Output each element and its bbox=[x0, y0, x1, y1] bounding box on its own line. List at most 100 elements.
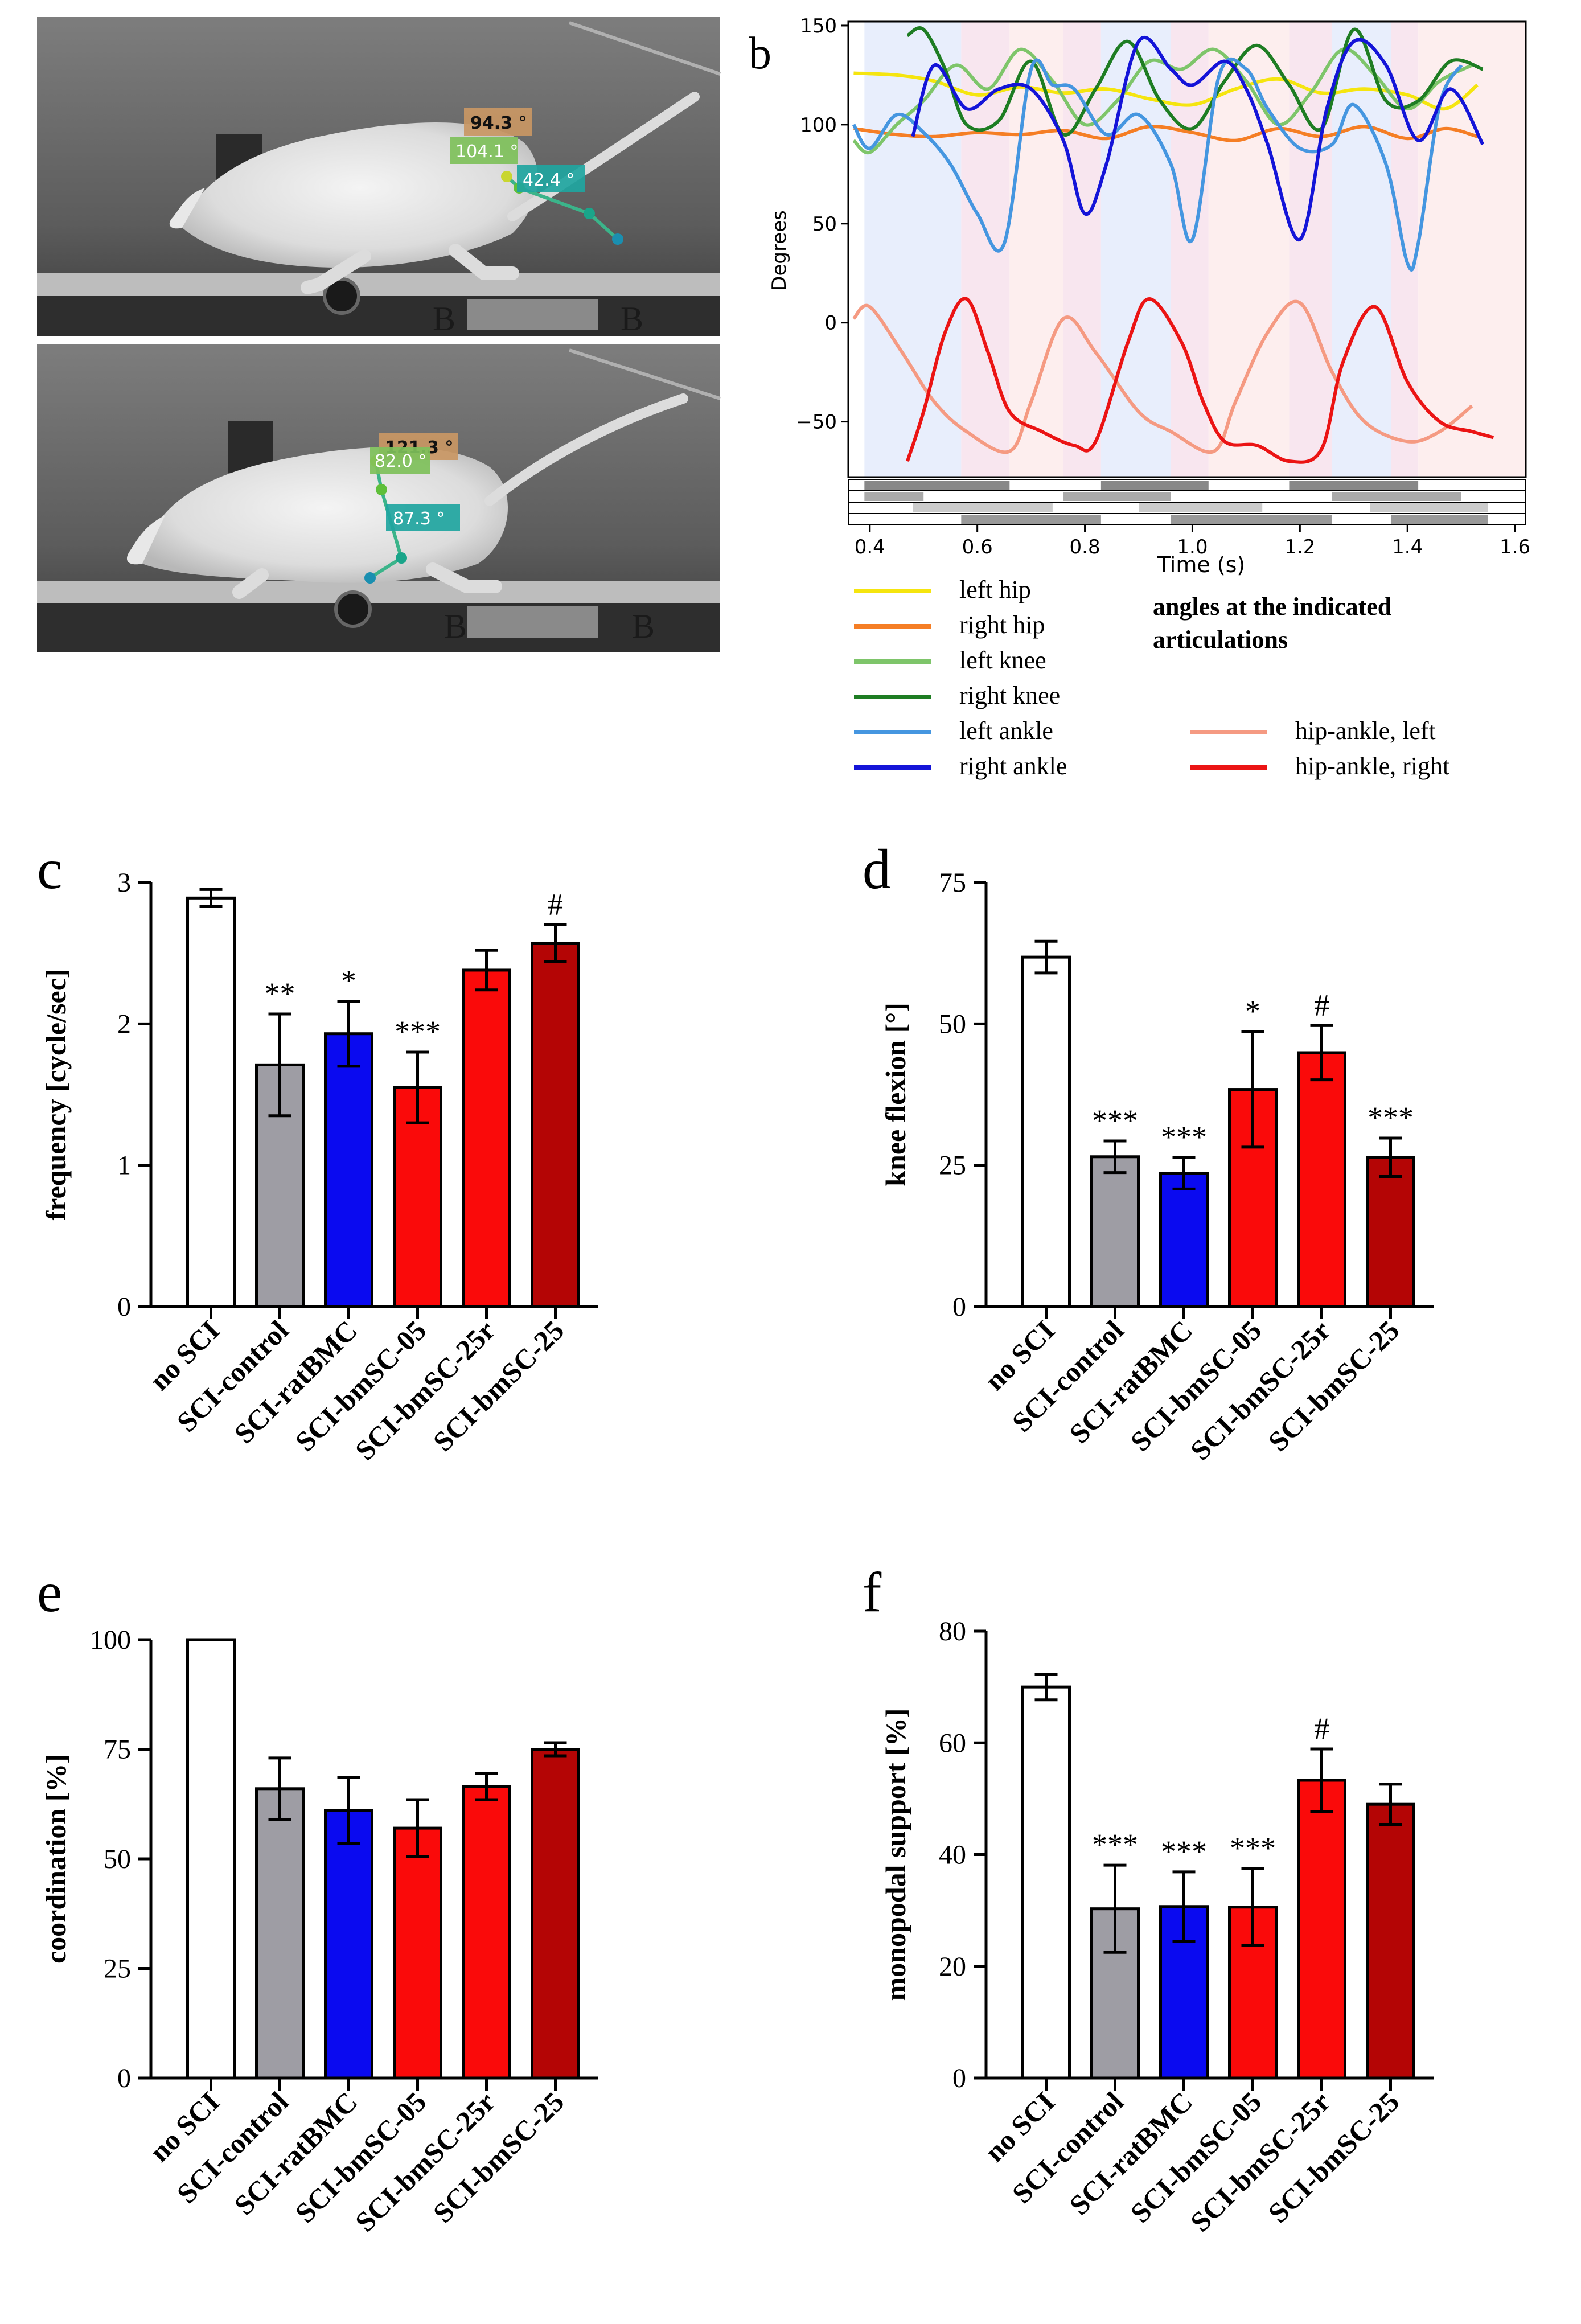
photo-1-rat-legs bbox=[301, 244, 519, 294]
bar-no-sci bbox=[1021, 1685, 1071, 2080]
panel-letter-d: d bbox=[863, 837, 891, 901]
photo-2-wheel bbox=[334, 590, 372, 628]
y-axis-label: frequency [cycle/sec] bbox=[40, 969, 72, 1221]
stance-bar bbox=[1289, 481, 1419, 490]
bar-sci-bmsc-25 bbox=[531, 942, 580, 1308]
photo-2-runway bbox=[37, 581, 720, 603]
phase-band-5 bbox=[1171, 22, 1209, 477]
photo-2-rat-body bbox=[142, 447, 508, 583]
phase-band-2 bbox=[1009, 22, 1063, 477]
panel-letter-f: f bbox=[863, 1561, 882, 1624]
legend-label-right-hip: right hip bbox=[959, 611, 1045, 639]
photo-1-skeleton bbox=[505, 175, 619, 241]
x-tick-label: 0.6 bbox=[962, 536, 993, 559]
y-tick-label: 150 bbox=[800, 15, 837, 38]
bar-sci-bmsc-25r bbox=[462, 968, 511, 1308]
significance-sci-bmsc-05: *** bbox=[1230, 1831, 1276, 1865]
photo-2-angle-knee: 82.0 ° bbox=[375, 451, 426, 471]
legend-note-line-2: articulations bbox=[1153, 626, 1288, 654]
photo-2-rat-tail bbox=[484, 393, 688, 506]
x-axis: 0.4 0.6 0.8 1.0 1.2 1.4 1.6 bbox=[855, 525, 1530, 559]
legend-label-right-knee: right knee bbox=[959, 681, 1060, 709]
photo-1-angle-box-hip bbox=[464, 108, 532, 136]
stance-bar bbox=[1100, 481, 1209, 490]
bar-sci-ratbmc bbox=[324, 1032, 373, 1308]
photo-1-joint-toe bbox=[612, 233, 623, 245]
photo-frame-2: B B 121.3 ° 82.0 ° 87.3 ° bbox=[37, 344, 721, 652]
legend-label-right-ankle: right ankle bbox=[959, 752, 1067, 780]
y-tick-label: 0 bbox=[117, 2063, 131, 2093]
significance-sci-control: *** bbox=[1092, 1828, 1138, 1862]
bar-sci-bmsc-25r bbox=[1297, 1779, 1346, 2080]
y-tick-label: 0 bbox=[117, 1292, 131, 1322]
legend-note-text-2: articulations bbox=[1153, 626, 1288, 654]
y-axis-label: monopodal support [%] bbox=[880, 1709, 911, 2001]
series-line-left-ankle bbox=[852, 57, 1463, 272]
bar-sci-ratbmc bbox=[324, 1809, 373, 2080]
y-tick-label: 50 bbox=[812, 213, 837, 236]
y-tick-label: 20 bbox=[939, 1952, 966, 1982]
panel-letter-c: c bbox=[37, 837, 62, 901]
bar-sci-bmsc-25 bbox=[1366, 1802, 1415, 2080]
stance-bar bbox=[864, 492, 924, 501]
significance-sci-control: *** bbox=[1092, 1103, 1138, 1138]
photo-2-plate bbox=[467, 606, 598, 638]
photo-1-runway bbox=[37, 273, 720, 296]
y-tick-label: 50 bbox=[104, 1844, 131, 1874]
stance-rows bbox=[848, 479, 1526, 525]
bar-sci-bmsc-25 bbox=[1366, 1156, 1415, 1308]
phase-band-10 bbox=[1418, 22, 1526, 477]
phase-band-8 bbox=[1332, 22, 1391, 477]
photo-2-label-b-1: B bbox=[444, 607, 467, 645]
stance-bar bbox=[1171, 515, 1332, 524]
significance-sci-bmsc-05: *** bbox=[395, 1015, 441, 1049]
y-tick-label: 3 bbox=[117, 868, 131, 898]
series-line-right-hip bbox=[853, 125, 1478, 142]
y-axis: −50 0 50 100 150 bbox=[796, 15, 848, 434]
y-axis-label: coordination [%] bbox=[40, 1754, 72, 1964]
legend: left hip right hip left knee right knee left… bbox=[854, 576, 1449, 780]
significance-sci-bmsc-25r: # bbox=[1314, 1711, 1329, 1746]
photo-1-angle-box-knee bbox=[450, 137, 518, 164]
x-tick-label: 1.0 bbox=[1177, 536, 1208, 559]
series-line-right-ankle bbox=[911, 35, 1485, 241]
bar-sci-bmsc-25r bbox=[1297, 1051, 1346, 1308]
photo-2-angle-ankle: 87.3 ° bbox=[393, 509, 445, 529]
y-tick-label: 2 bbox=[117, 1009, 131, 1039]
photo-2-label-b-2: B bbox=[632, 607, 655, 645]
photo-1-angle-knee: 104.1 ° bbox=[455, 142, 518, 162]
series-line-left-hip bbox=[853, 71, 1479, 111]
photo-1-floor bbox=[37, 296, 720, 336]
y-tick-label: 100 bbox=[800, 114, 837, 137]
photo-1-joint-ankle bbox=[584, 208, 595, 219]
y-tick-label: 0 bbox=[952, 1292, 966, 1322]
x-tick-label: 1.4 bbox=[1392, 536, 1423, 559]
y-tick-label: −50 bbox=[796, 411, 837, 434]
significance-sci-control: ** bbox=[265, 976, 295, 1011]
photo-1-rod bbox=[569, 21, 721, 76]
x-tick-label: 0.4 bbox=[855, 536, 885, 559]
photo-1-label-b-1: B bbox=[433, 300, 455, 338]
y-tick-label: 100 bbox=[90, 1625, 131, 1655]
photo-1-rat-head bbox=[169, 188, 205, 229]
y-tick-label: 0 bbox=[952, 2063, 966, 2093]
bar-sci-bmsc-25r bbox=[462, 1785, 511, 2080]
y-tick-label: 60 bbox=[939, 1728, 966, 1758]
photo-2-rat-head bbox=[126, 515, 165, 565]
legend-note-line-1: angles at the indicated bbox=[1153, 593, 1391, 621]
stance-bar bbox=[961, 515, 1101, 524]
angle-series bbox=[852, 26, 1494, 464]
stance-bar bbox=[1332, 492, 1461, 501]
legend-label-hip-ankle-right: hip-ankle, right bbox=[1295, 752, 1449, 780]
significance-sci-ratbmc: *** bbox=[1161, 1120, 1207, 1154]
stance-bar bbox=[1063, 492, 1171, 501]
legend-note-text: angles at the indicated bbox=[1153, 593, 1391, 621]
significance-sci-bmsc-25: *** bbox=[1368, 1101, 1414, 1135]
bar-sci-control bbox=[1090, 1155, 1140, 1308]
significance-sci-ratbmc: * bbox=[341, 964, 356, 998]
phase-band-0 bbox=[864, 22, 962, 477]
